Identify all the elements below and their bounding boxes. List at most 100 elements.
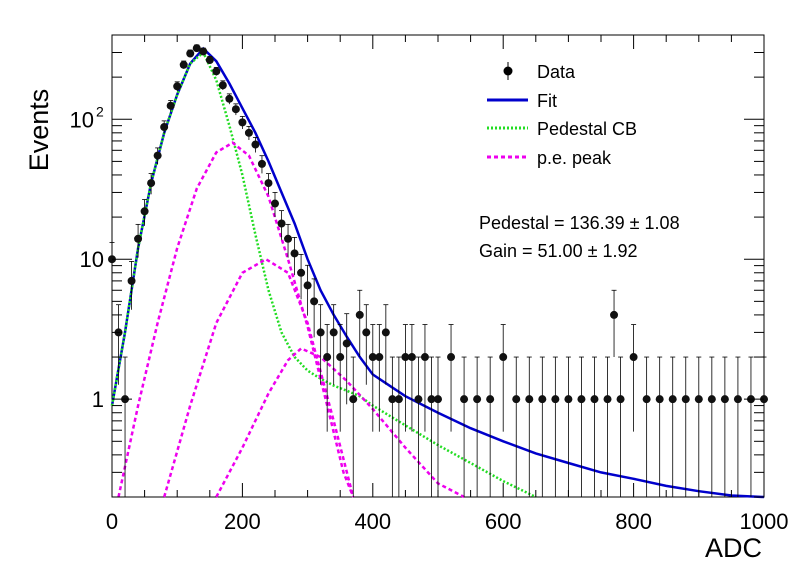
legend-item-pedestal: Pedestal CB <box>487 119 637 139</box>
data-point <box>323 353 332 362</box>
data-point <box>199 47 208 56</box>
data-point <box>610 310 619 319</box>
data-point <box>160 123 169 132</box>
data-point <box>244 128 253 137</box>
data-point <box>362 328 371 337</box>
data-point <box>336 353 345 362</box>
data-point <box>349 395 358 404</box>
data-point <box>525 395 534 404</box>
data-point <box>551 395 560 404</box>
legend-label-pe-peak: p.e. peak <box>537 148 612 168</box>
legend-marker <box>503 66 513 76</box>
data-point <box>407 353 416 362</box>
data-point <box>694 395 703 404</box>
data-point <box>297 268 306 277</box>
data-point <box>134 234 143 243</box>
data-point <box>271 199 279 208</box>
data-point <box>499 353 508 362</box>
series-2-curve <box>117 141 355 498</box>
y-tick-label-exponent: 2 <box>96 103 104 119</box>
legend-label-data: Data <box>537 62 576 82</box>
x-tick-label: 200 <box>224 509 261 534</box>
legend: Data Fit Pedestal CB p.e. peak <box>487 62 637 168</box>
data-point <box>257 159 266 168</box>
data-point <box>140 207 149 216</box>
data-point <box>668 395 677 404</box>
x-tick-label: 1000 <box>740 509 789 534</box>
data-point <box>231 105 240 114</box>
data-point <box>707 395 716 404</box>
legend-item-fit: Fit <box>487 91 557 111</box>
data-point <box>218 81 227 90</box>
data-point <box>564 395 573 404</box>
legend-label-fit: Fit <box>537 91 557 111</box>
legend-item-data: Data <box>503 62 576 82</box>
series-3-curve <box>162 257 355 498</box>
data-point <box>192 44 201 53</box>
data-point <box>538 395 547 404</box>
x-axis-label: ADC <box>705 533 762 563</box>
data-point <box>681 395 690 404</box>
data-point <box>603 395 612 404</box>
data-point <box>212 67 221 76</box>
x-tick-label: 0 <box>106 509 118 534</box>
legend-label-pedestal: Pedestal CB <box>537 119 637 139</box>
data-point <box>166 101 175 110</box>
data-points <box>108 44 768 497</box>
y-tick-label: 10 <box>70 107 94 132</box>
data-point <box>460 395 469 404</box>
data-point <box>329 328 338 337</box>
data-point <box>381 328 390 337</box>
data-point <box>186 49 195 58</box>
legend-item-pe-peak: p.e. peak <box>487 148 612 168</box>
x-tick-label: 400 <box>354 509 391 534</box>
data-point <box>388 395 397 404</box>
gain-annotation: Gain = 51.00 ± 1.92 <box>479 241 638 261</box>
y-axis-label: Events <box>24 89 54 172</box>
data-point <box>238 118 247 127</box>
data-point <box>147 179 156 188</box>
data-point <box>127 276 136 285</box>
data-point <box>264 179 273 188</box>
data-point <box>512 395 521 404</box>
series-1-curve <box>110 50 537 499</box>
data-point <box>434 395 442 404</box>
data-point <box>616 395 625 404</box>
data-point <box>394 395 403 404</box>
data-point <box>368 353 377 362</box>
data-point <box>310 297 319 306</box>
x-axis: 0 200 400 600 800 1000 <box>106 35 789 534</box>
data-point <box>153 151 162 160</box>
data-point <box>420 353 429 362</box>
data-point <box>179 60 188 69</box>
x-tick-label: 600 <box>485 509 522 534</box>
data-point <box>629 353 638 362</box>
data-point <box>251 140 260 149</box>
y-tick-label: 10 <box>80 247 104 272</box>
data-point <box>401 353 410 362</box>
data-point <box>355 310 364 319</box>
data-point <box>427 395 436 404</box>
data-point <box>290 249 299 258</box>
data-point <box>284 234 293 243</box>
data-point <box>473 395 482 404</box>
data-point <box>720 395 729 404</box>
x-tick-label: 800 <box>615 509 652 534</box>
data-point <box>447 353 456 362</box>
data-point <box>342 339 351 348</box>
data-point <box>577 395 586 404</box>
data-point <box>205 56 214 65</box>
pedestal-annotation: Pedestal = 136.39 ± 1.08 <box>479 213 680 233</box>
data-point <box>375 353 384 362</box>
data-point <box>733 395 742 404</box>
data-point <box>642 395 651 404</box>
data-point <box>655 395 664 404</box>
data-point <box>316 328 325 337</box>
data-point <box>303 281 312 290</box>
data-point <box>590 395 599 404</box>
data-point <box>414 395 423 404</box>
data-point <box>225 94 234 103</box>
data-point <box>486 395 495 404</box>
